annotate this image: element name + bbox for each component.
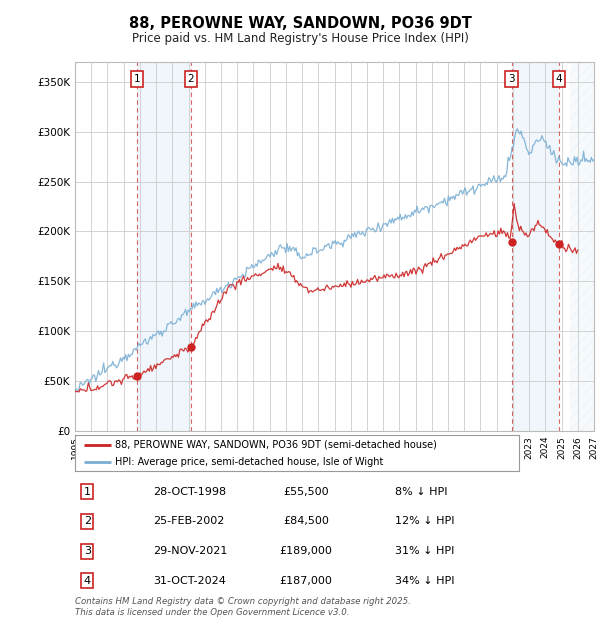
Text: 1: 1 <box>84 487 91 497</box>
Text: £189,000: £189,000 <box>280 546 332 556</box>
Text: 29-NOV-2021: 29-NOV-2021 <box>152 546 227 556</box>
Text: HPI: Average price, semi-detached house, Isle of Wight: HPI: Average price, semi-detached house,… <box>115 457 383 467</box>
Text: 4: 4 <box>556 74 562 84</box>
Bar <box>137 62 191 431</box>
Text: £55,500: £55,500 <box>283 487 329 497</box>
Text: 25-FEB-2002: 25-FEB-2002 <box>152 516 224 526</box>
Text: 8% ↓ HPI: 8% ↓ HPI <box>395 487 447 497</box>
Text: 31% ↓ HPI: 31% ↓ HPI <box>395 546 454 556</box>
Text: Contains HM Land Registry data © Crown copyright and database right 2025.
This d: Contains HM Land Registry data © Crown c… <box>75 598 411 617</box>
Text: 2: 2 <box>84 516 91 526</box>
Text: £187,000: £187,000 <box>280 576 332 586</box>
Text: Price paid vs. HM Land Registry's House Price Index (HPI): Price paid vs. HM Land Registry's House … <box>131 32 469 45</box>
Text: 34% ↓ HPI: 34% ↓ HPI <box>395 576 454 586</box>
Text: 2: 2 <box>188 74 194 84</box>
Text: 12% ↓ HPI: 12% ↓ HPI <box>395 516 454 526</box>
Bar <box>512 62 559 431</box>
Bar <box>569 62 594 431</box>
Text: 3: 3 <box>84 546 91 556</box>
Text: 4: 4 <box>84 576 91 586</box>
Text: 3: 3 <box>508 74 515 84</box>
Text: 1: 1 <box>134 74 140 84</box>
Text: £84,500: £84,500 <box>283 516 329 526</box>
Text: 88, PEROWNE WAY, SANDOWN, PO36 9DT: 88, PEROWNE WAY, SANDOWN, PO36 9DT <box>128 16 472 30</box>
Text: 31-OCT-2024: 31-OCT-2024 <box>152 576 226 586</box>
Text: 88, PEROWNE WAY, SANDOWN, PO36 9DT (semi-detached house): 88, PEROWNE WAY, SANDOWN, PO36 9DT (semi… <box>115 440 437 450</box>
Text: 28-OCT-1998: 28-OCT-1998 <box>152 487 226 497</box>
